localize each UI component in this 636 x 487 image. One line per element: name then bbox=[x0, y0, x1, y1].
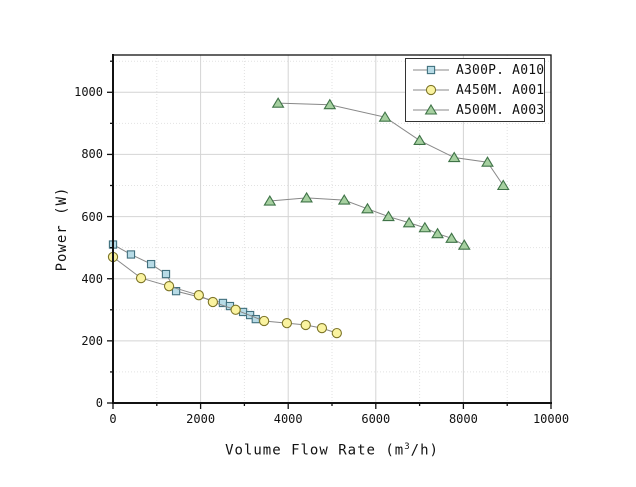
x-axis-title-superscript: 3 bbox=[404, 442, 411, 452]
x-tick-label: 0 bbox=[109, 412, 117, 426]
data-point-marker bbox=[263, 194, 277, 206]
y-tick-label: 400 bbox=[81, 271, 103, 286]
data-point-marker bbox=[378, 111, 392, 122]
major-gridlines bbox=[113, 55, 551, 403]
data-point-marker bbox=[146, 259, 156, 269]
y-axis-title: Power (W) bbox=[54, 186, 70, 272]
data-point-marker bbox=[457, 239, 471, 250]
series-a450m-a001 bbox=[107, 251, 342, 339]
y-tick-label: 0 bbox=[95, 396, 103, 410]
data-point-marker bbox=[207, 296, 219, 308]
legend-item: A500M. A003 bbox=[412, 100, 544, 120]
legend-triangle-glyph bbox=[424, 103, 438, 115]
y-tick-label: 1000 bbox=[74, 85, 103, 100]
x-axis-title-text: Volume Flow Rate (m bbox=[225, 442, 405, 459]
legend-item: A450M. A001 bbox=[412, 80, 544, 100]
legend-circle-glyph bbox=[425, 84, 437, 96]
x-tick-label: 2000 bbox=[186, 412, 216, 426]
data-point-marker bbox=[496, 179, 510, 191]
data-point-marker bbox=[300, 191, 313, 203]
data-point-marker bbox=[161, 269, 171, 279]
data-point-marker bbox=[300, 319, 311, 331]
data-point-marker bbox=[481, 156, 494, 167]
legend-label: A300P. A010 bbox=[456, 62, 545, 78]
data-point-marker bbox=[135, 272, 147, 284]
x-tick-label: 10000 bbox=[532, 412, 570, 426]
data-point-marker bbox=[316, 322, 328, 334]
data-point-marker bbox=[171, 286, 181, 296]
x-axis-title-suffix: /h) bbox=[410, 442, 439, 459]
x-axis-title: Volume Flow Rate (m3/h) bbox=[225, 442, 439, 459]
data-point-marker bbox=[331, 327, 342, 339]
axis-ticks bbox=[107, 60, 552, 409]
x-tick-label: 4000 bbox=[273, 412, 303, 426]
data-point-marker bbox=[361, 202, 374, 214]
x-tick-label: 6000 bbox=[361, 412, 391, 426]
legend-label: A450M. A001 bbox=[456, 82, 545, 98]
data-point-marker bbox=[418, 221, 432, 233]
data-point-marker bbox=[281, 317, 293, 329]
legend: A300P. A010 A450M. A001 A500M. A003 bbox=[405, 58, 545, 122]
y-tick-label: 800 bbox=[81, 147, 103, 162]
data-point-marker bbox=[431, 227, 444, 239]
data-point-marker bbox=[402, 216, 416, 228]
data-point-marker bbox=[163, 281, 175, 292]
x-tick-label: 8000 bbox=[448, 412, 478, 426]
square-marker-icon bbox=[413, 65, 449, 75]
legend-label: A500M. A003 bbox=[456, 102, 545, 118]
data-point-marker bbox=[337, 194, 351, 205]
data-point-marker bbox=[258, 315, 270, 327]
y-tick-label: 600 bbox=[81, 209, 103, 224]
series-a500m-a003 bbox=[263, 97, 510, 250]
data-point-marker bbox=[445, 232, 458, 243]
triangle-marker-icon bbox=[413, 103, 449, 115]
data-point-marker bbox=[126, 250, 136, 259]
legend-item: A300P. A010 bbox=[412, 60, 544, 80]
data-point-marker bbox=[271, 97, 285, 108]
data-point-marker bbox=[413, 134, 426, 145]
data-point-marker bbox=[323, 98, 337, 110]
legend-square-glyph bbox=[426, 65, 436, 75]
data-point-marker bbox=[193, 290, 204, 301]
data-point-marker bbox=[382, 210, 395, 222]
y-tick-label: 200 bbox=[81, 333, 103, 348]
data-point-marker bbox=[230, 304, 241, 315]
data-point-marker bbox=[447, 151, 461, 163]
circle-marker-icon bbox=[413, 84, 449, 96]
